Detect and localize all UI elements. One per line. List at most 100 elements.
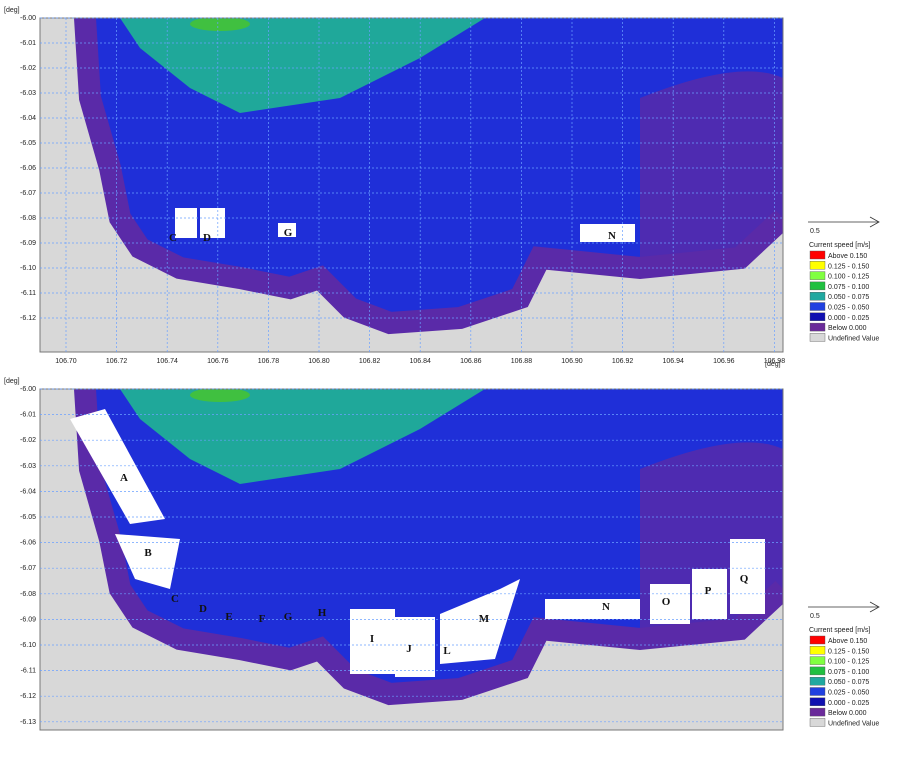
legend-swatch [809, 281, 826, 291]
legend-label: 0.025 - 0.050 [828, 305, 869, 312]
legend-title: Current speed [m/s] [809, 242, 871, 249]
legend-label: 0.025 - 0.050 [828, 690, 869, 697]
y-tick-label: -6.11 [21, 668, 37, 675]
y-tick-label: -6.02 [20, 437, 36, 444]
legend-label: Below 0.000 [828, 710, 867, 717]
area-label: F [259, 613, 266, 625]
legend-label: 0.000 - 0.025 [828, 700, 869, 707]
y-tick-label: -6.12 [20, 315, 36, 322]
area-label: N [602, 601, 610, 613]
scale-arrowhead [869, 216, 880, 228]
legend-label: 0.100 - 0.125 [828, 659, 869, 666]
legend-swatch [809, 271, 826, 280]
legend-label: Below 0.000 [828, 325, 867, 332]
area-label: N [608, 230, 616, 242]
area-label: J [406, 643, 412, 655]
area-label: Q [740, 573, 749, 585]
scale-label: 0.5 [810, 228, 820, 235]
x-tick-label: 106.78 [258, 358, 280, 365]
x-tick-label: 106.82 [359, 358, 381, 365]
area-label: M [479, 613, 490, 625]
x-tick-label: 106.84 [409, 358, 431, 365]
legend-label: Undefined Value [828, 720, 879, 727]
area-label: C [169, 232, 177, 244]
y-tick-label: -6.01 [20, 40, 36, 47]
y-tick-label: -6.00 [20, 15, 36, 22]
x-tick-label: 106.90 [561, 358, 583, 365]
y-tick-label: -6.07 [20, 190, 36, 197]
area-label: B [144, 547, 152, 559]
y-tick-label: -6.09 [20, 616, 36, 623]
legend-swatch [809, 312, 826, 321]
y-tick-label: -6.08 [20, 591, 36, 598]
y-tick-label: -6.09 [20, 240, 36, 247]
y-tick-label: -6.04 [20, 488, 36, 495]
legend-swatch [809, 292, 826, 301]
legend-label: Above 0.150 [828, 253, 867, 260]
x-tick-label: 106.98 [764, 358, 786, 365]
y-tick-label: -6.13 [20, 719, 36, 726]
legend-swatch [809, 635, 826, 645]
x-tick-label: 106.92 [612, 358, 634, 365]
y-tick-label: -6.03 [20, 463, 36, 470]
area-label: P [705, 585, 712, 597]
x-tick-label: 106.74 [156, 358, 178, 365]
x-tick-label: 106.96 [713, 358, 735, 365]
area-label: G [284, 227, 293, 239]
x-tick-label: 106.86 [460, 358, 482, 365]
y-tick-label: -6.02 [20, 65, 36, 72]
map-panel [39, 388, 784, 731]
area-label: C [171, 593, 179, 605]
legend-label: 0.125 - 0.150 [828, 263, 869, 270]
legend-label: 0.100 - 0.125 [828, 274, 869, 281]
legend-label: 0.075 - 0.100 [828, 669, 869, 676]
legend-swatch [809, 718, 826, 727]
legend-label: 0.050 - 0.075 [828, 294, 869, 301]
y-tick-label: -6.04 [20, 115, 36, 122]
area-label: G [284, 611, 293, 623]
area-label: E [225, 611, 232, 623]
legend-swatch [809, 250, 826, 260]
scale-arrowhead [869, 601, 880, 613]
legend-swatch [809, 707, 826, 717]
legend-swatch [809, 656, 826, 665]
legend-swatch [809, 697, 826, 706]
area-label: O [662, 596, 671, 608]
legend-swatch [809, 687, 826, 696]
x-tick-label: 106.76 [207, 358, 229, 365]
area-label: I [370, 633, 374, 645]
legend-swatch [809, 666, 826, 676]
x-tick-label: 106.70 [55, 358, 77, 365]
y-tick-label: -6.10 [20, 642, 36, 649]
y-tick-label: -6.06 [20, 165, 36, 172]
legend-label: 0.050 - 0.075 [828, 679, 869, 686]
legend-label: 0.000 - 0.025 [828, 315, 869, 322]
y-tick-label: -6.03 [20, 90, 36, 97]
x-unit: [deg] [765, 361, 781, 368]
legend-label: 0.125 - 0.150 [828, 648, 869, 655]
area-label: A [120, 472, 128, 484]
x-tick-label: 106.88 [511, 358, 533, 365]
area-label: D [203, 232, 211, 244]
legend-swatch [809, 322, 826, 332]
y-tick-label: -6.12 [20, 693, 36, 700]
x-tick-label: 106.80 [308, 358, 330, 365]
y-unit: [deg] [4, 7, 20, 14]
area-label: H [318, 607, 327, 619]
y-tick-label: -6.10 [20, 265, 36, 272]
legend-swatch [809, 646, 826, 655]
y-tick-label: -6.06 [20, 540, 36, 547]
legend-swatch [809, 333, 826, 342]
y-tick-label: -6.08 [20, 215, 36, 222]
y-tick-label: -6.07 [20, 565, 36, 572]
legend-swatch [809, 261, 826, 270]
y-tick-label: -6.00 [20, 386, 36, 393]
legend-swatch [809, 302, 826, 311]
area-label: D [199, 603, 207, 615]
scale-label: 0.5 [810, 613, 820, 620]
x-tick-label: 106.94 [662, 358, 684, 365]
y-unit: [deg] [4, 378, 20, 385]
map-panel [39, 17, 784, 353]
legend-swatch [809, 677, 826, 686]
